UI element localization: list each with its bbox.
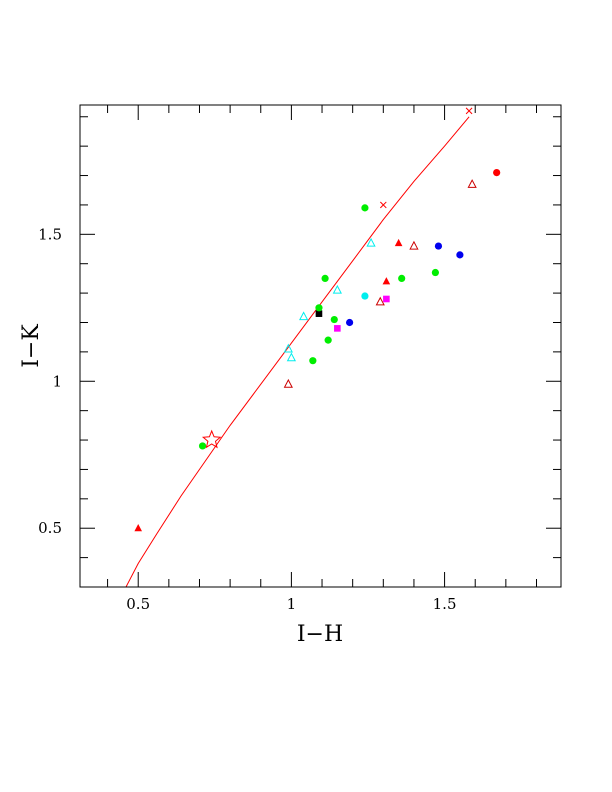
data-point-square — [315, 310, 323, 317]
data-point-circle — [431, 268, 439, 277]
data-point-circle — [434, 242, 443, 250]
data-point-triangle-filled — [382, 277, 391, 285]
data-point-circle — [330, 315, 338, 324]
data-point-circle — [361, 204, 369, 212]
x-tick-label: 1.5 — [433, 595, 457, 613]
data-point-triangle-filled — [394, 238, 403, 247]
data-point-square — [383, 295, 390, 303]
y-axis-title: I−K — [19, 324, 44, 368]
data-point-triangle-open — [366, 237, 376, 247]
tick-labels: 0.5 1 1.5 0.5 1 1.5 — [38, 225, 456, 613]
data-point-circle — [198, 442, 207, 450]
data-point-square — [334, 325, 341, 332]
plot-frame — [79, 104, 562, 588]
data-point-circle — [398, 274, 406, 283]
data-point-circle — [493, 168, 501, 177]
data-point-circle — [315, 304, 323, 312]
x-axis-title: I−H — [297, 622, 343, 647]
x-tick-label: 0.5 — [126, 595, 150, 613]
x-tick-label: 1 — [287, 595, 297, 613]
y-tick-label: 1 — [52, 372, 62, 390]
data-point-triangle-open — [299, 311, 309, 321]
data-point-circle — [309, 357, 317, 365]
curve-cross-marker — [379, 201, 387, 209]
data-point-triangle-open — [283, 378, 293, 388]
y-tick-label: 1.5 — [38, 225, 62, 243]
data-point-circle — [324, 336, 332, 344]
axis-ticks — [80, 105, 561, 588]
y-tick-label: 0.5 — [38, 519, 62, 537]
model-curve — [125, 116, 470, 588]
data-point-triangle-open — [286, 352, 297, 362]
data-point-triangle-open — [467, 179, 477, 188]
data-point-triangle-open — [332, 284, 342, 294]
data-point-circle — [361, 292, 369, 300]
data-point-triangle-open — [409, 240, 419, 250]
data-point-circle — [321, 274, 329, 283]
curve-cross-marker — [465, 107, 473, 115]
data-point-triangle-open — [375, 296, 385, 306]
data-point-triangle-open — [283, 343, 293, 353]
star-marker — [201, 429, 222, 449]
data-point-circle — [456, 251, 464, 259]
data-point-triangle-filled — [134, 524, 143, 532]
data-markers — [134, 107, 501, 532]
data-point-circle — [346, 318, 354, 327]
